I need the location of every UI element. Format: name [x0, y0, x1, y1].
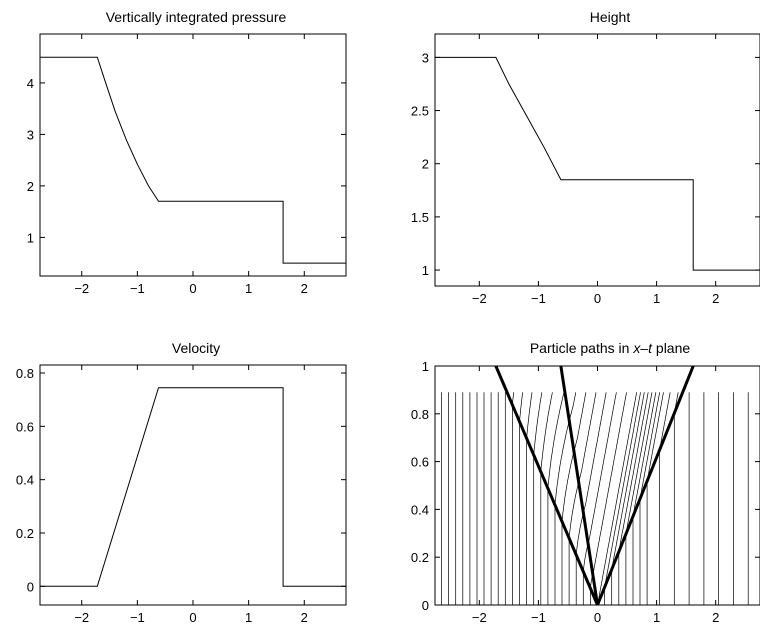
x-tick-label: −1 — [531, 610, 546, 625]
y-tick-label: 4 — [27, 76, 34, 91]
particle-path — [540, 392, 553, 605]
particle-path — [604, 392, 641, 605]
x-tick-label: 0 — [594, 291, 601, 306]
x-tick-label: 2 — [712, 610, 719, 625]
y-tick-label: 2 — [27, 179, 34, 194]
y-tick-label: 0.8 — [16, 366, 34, 381]
particle-path — [568, 392, 597, 605]
y-tick-label: 1 — [27, 230, 34, 245]
y-tick-label: 0 — [27, 579, 34, 594]
characteristic-line — [559, 365, 599, 606]
x-tick-label: 2 — [301, 281, 308, 296]
y-tick-label: 1 — [422, 359, 429, 374]
x-tick-label: 0 — [594, 610, 601, 625]
chart-title-variable: x–t — [633, 340, 653, 356]
characteristic-line — [494, 365, 599, 606]
particle-path — [659, 392, 671, 605]
particle-path — [561, 392, 587, 605]
particle-path — [673, 392, 679, 605]
x-tick-label: −2 — [472, 291, 487, 306]
particle-path — [632, 392, 657, 605]
y-tick-label: 0.4 — [411, 502, 429, 517]
y-tick-label: 0.6 — [411, 455, 429, 470]
height-chart: −2 −1 0 1 2 1 1.5 2 2.5 3 — [411, 33, 760, 306]
particle-path — [646, 392, 664, 605]
x-tick-label: 1 — [245, 610, 252, 625]
panel-height: Height −2 −1 0 1 2 1 1.5 2 2.5 3 — [380, 0, 760, 315]
axes-frame — [39, 364, 347, 606]
series-line — [40, 56, 346, 264]
characteristic-line — [596, 365, 695, 606]
chart-title-suffix: plane — [652, 340, 691, 356]
x-tick-label: 1 — [653, 291, 660, 306]
particle-path — [533, 392, 543, 605]
x-tick-label: −2 — [74, 610, 89, 625]
axes-frame — [434, 33, 760, 287]
series-line — [40, 387, 346, 587]
y-tick-label: 0.6 — [16, 419, 34, 434]
x-tick-label: −2 — [74, 281, 89, 296]
particle-path — [554, 392, 577, 605]
particle-path — [526, 392, 533, 605]
panel-pressure: Vertically integrated pressure −2 −1 0 1 2 1 2… — [0, 0, 380, 315]
velocity-chart: −2 −1 0 1 2 0 0.2 0.4 0.6 0.8 — [16, 364, 347, 625]
particle-path — [618, 392, 649, 605]
pressure-chart: −2 −1 0 1 2 1 2 3 4 — [27, 33, 347, 296]
x-tick-label: 0 — [189, 610, 196, 625]
y-tick-label: 0 — [422, 598, 429, 613]
y-tick-label: 1.5 — [411, 210, 429, 225]
y-tick-label: 0.2 — [16, 526, 34, 541]
particle-path — [590, 392, 627, 605]
chart-title: Height — [589, 9, 631, 25]
y-tick-label: 1 — [422, 263, 429, 278]
y-tick-label: 0.8 — [411, 407, 429, 422]
x-tick-label: −1 — [130, 281, 145, 296]
chart-title: Particle paths in x–t plane — [530, 340, 690, 356]
particle-path — [519, 392, 523, 605]
panel-particle-paths: Particle paths in x–t plane −2 −1 0 1 2 0 0.2 0… — [380, 315, 760, 631]
y-tick-label: 0.4 — [16, 473, 34, 488]
y-tick-label: 2.5 — [411, 104, 429, 119]
x-tick-label: 2 — [301, 610, 308, 625]
y-tick-label: 3 — [27, 127, 34, 142]
x-tick-label: 2 — [712, 291, 719, 306]
x-tick-label: −1 — [130, 610, 145, 625]
x-tick-label: −1 — [531, 291, 546, 306]
x-tick-label: 1 — [653, 610, 660, 625]
series-line — [435, 56, 760, 271]
particle-path — [625, 392, 653, 605]
particle-paths-chart: −2 −1 0 1 2 0 0.2 0.4 0.6 0.8 1 — [411, 359, 760, 625]
chart-title-prefix: Particle paths in — [529, 340, 634, 356]
particle-path — [575, 392, 607, 605]
x-tick-label: −2 — [472, 610, 487, 625]
chart-title: Vertically integrated pressure — [105, 9, 287, 25]
particle-path — [547, 392, 565, 605]
axes-frame — [39, 33, 347, 277]
particle-path — [512, 392, 514, 605]
x-tick-label: 0 — [189, 281, 196, 296]
panel-velocity: Velocity −2 −1 0 1 2 0 0.2 0.4 0.6 0.8 — [0, 315, 380, 631]
particle-path — [597, 392, 638, 606]
y-tick-label: 2 — [422, 157, 429, 172]
x-tick-label: 1 — [245, 281, 252, 296]
y-tick-label: 0.2 — [411, 550, 429, 565]
y-tick-label: 3 — [422, 50, 429, 65]
chart-title: Velocity — [171, 340, 221, 356]
